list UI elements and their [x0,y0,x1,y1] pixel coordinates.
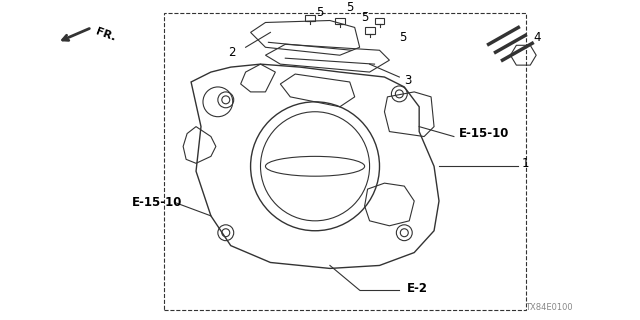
Text: FR.: FR. [94,26,116,43]
Text: 3: 3 [404,74,412,86]
Text: 2: 2 [228,46,236,59]
Text: E-2: E-2 [407,282,428,295]
Text: E-15-10: E-15-10 [459,127,509,140]
Text: 5: 5 [346,1,353,14]
Text: 5: 5 [316,6,324,19]
Text: 1: 1 [522,157,529,170]
Text: 5: 5 [399,31,406,44]
Text: E-15-10: E-15-10 [132,196,182,210]
Text: 5: 5 [361,11,368,24]
Text: TX84E0100: TX84E0100 [525,303,573,312]
Text: 4: 4 [533,31,541,44]
